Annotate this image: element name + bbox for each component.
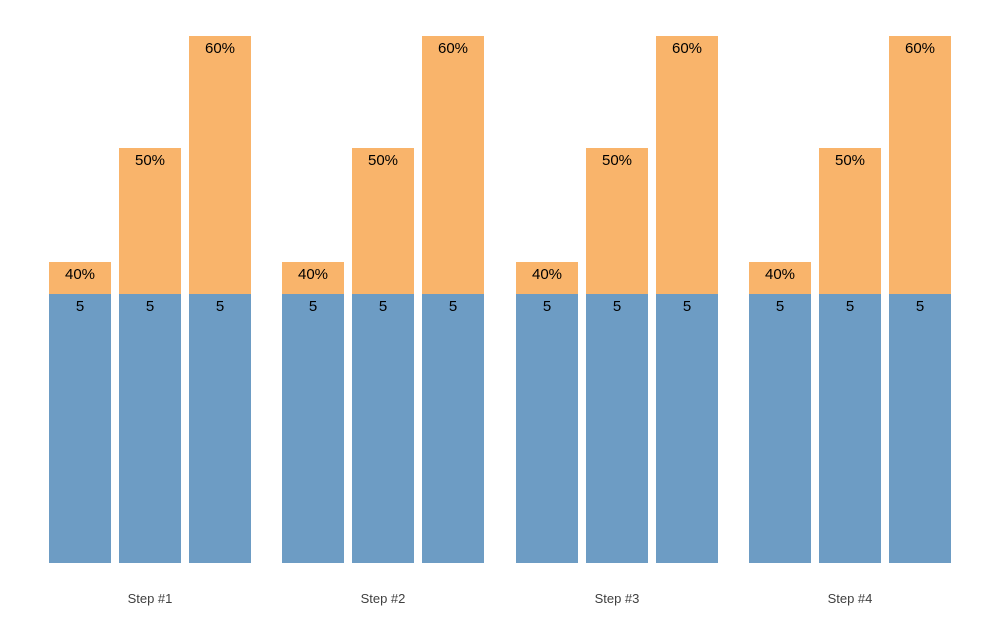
bar-top-label: 60% [904,40,936,57]
bar-base-segment: 5 [282,294,344,563]
bar-base-segment: 5 [352,294,414,563]
bar-top-label: 60% [437,40,469,57]
bar-base-label: 5 [915,298,925,315]
bar-top-label: 50% [834,152,866,169]
bar-top-segment: 50% [352,148,414,294]
bar-base-segment: 5 [49,294,111,563]
bar-base-segment: 5 [422,294,484,563]
bar-base-segment: 5 [656,294,718,563]
bar-top-label: 50% [367,152,399,169]
bar-base-label: 5 [542,298,552,315]
bar-top-segment: 50% [119,148,181,294]
bar-top-label: 60% [204,40,236,57]
bar-base-label: 5 [775,298,785,315]
bar-base-segment: 5 [889,294,951,563]
bar-base-label: 5 [448,298,458,315]
bar-top-segment: 60% [422,36,484,294]
category-label: Step #1 [127,591,173,606]
bar-top-label: 40% [64,266,96,283]
bar-top-segment: 40% [516,262,578,294]
bar-top-segment: 50% [586,148,648,294]
bar-base-label: 5 [215,298,225,315]
bar-base-segment: 5 [586,294,648,563]
bar-top-label: 60% [671,40,703,57]
bar-top-segment: 40% [749,262,811,294]
bar-top-label: 40% [764,266,796,283]
bar-top-segment: 60% [889,36,951,294]
category-label: Step #3 [594,591,640,606]
bar-base-segment: 5 [189,294,251,563]
bar-base-segment: 5 [819,294,881,563]
category-label: Step #4 [827,591,873,606]
bar-top-label: 50% [601,152,633,169]
bar-base-segment: 5 [516,294,578,563]
bar-base-segment: 5 [119,294,181,563]
bar-top-segment: 40% [282,262,344,294]
bar-top-segment: 60% [656,36,718,294]
bar-base-label: 5 [682,298,692,315]
bar-base-label: 5 [378,298,388,315]
bar-top-segment: 50% [819,148,881,294]
bar-base-label: 5 [75,298,85,315]
bar-base-segment: 5 [749,294,811,563]
bar-base-label: 5 [308,298,318,315]
bar-top-label: 50% [134,152,166,169]
bar-base-label: 5 [612,298,622,315]
bar-top-label: 40% [531,266,563,283]
bar-base-label: 5 [845,298,855,315]
bar-top-segment: 60% [189,36,251,294]
bar-top-label: 40% [297,266,329,283]
bar-top-segment: 40% [49,262,111,294]
category-label: Step #2 [360,591,406,606]
bar-base-label: 5 [145,298,155,315]
